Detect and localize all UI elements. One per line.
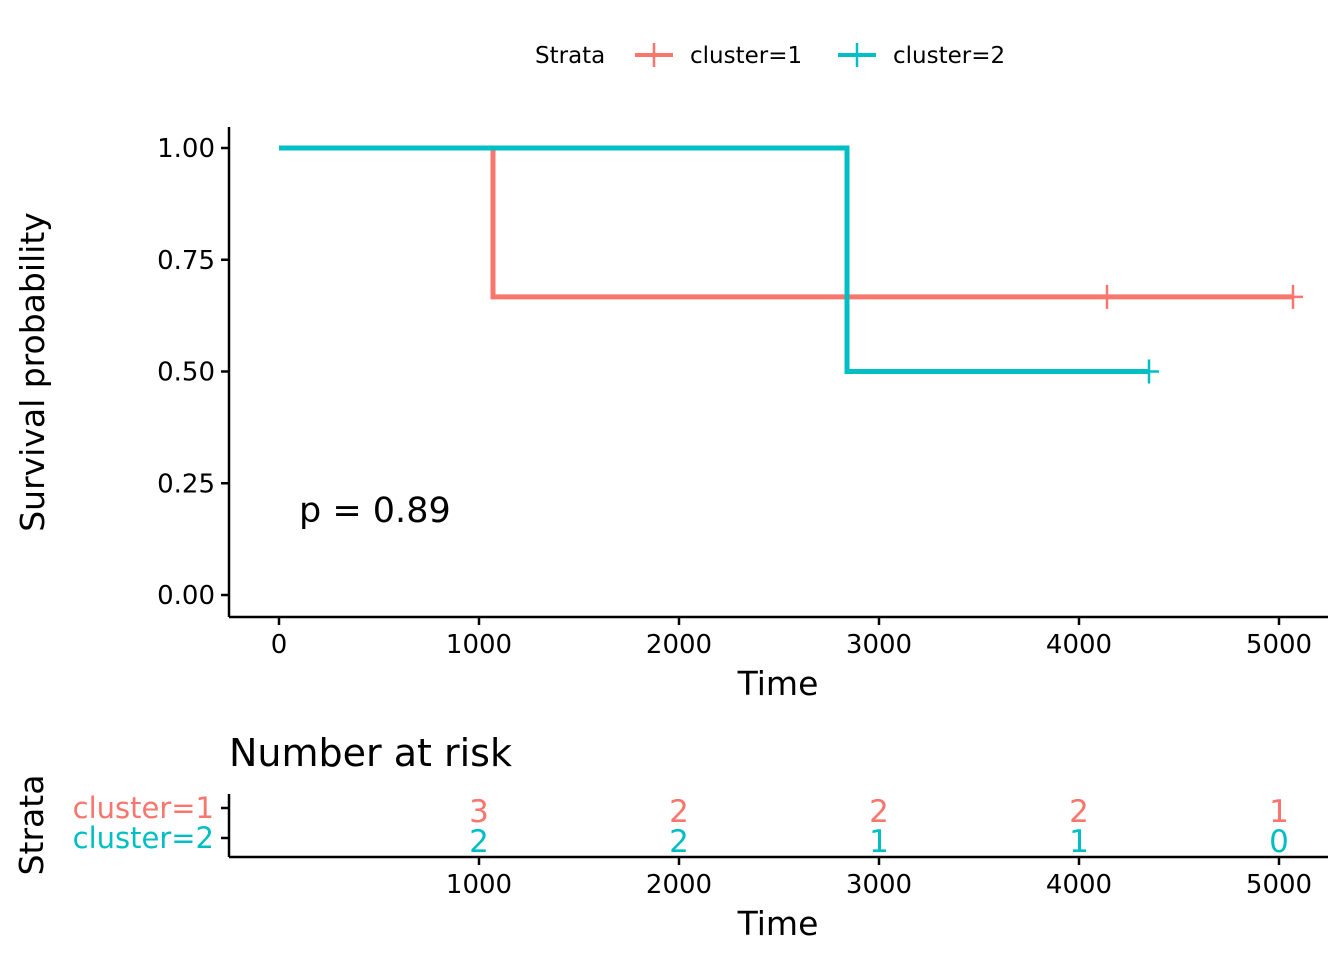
- plot-series-layer: [279, 145, 1303, 384]
- risk-table-title: Number at risk: [229, 731, 512, 775]
- legend-item-cluster-2: cluster=2: [838, 43, 1005, 69]
- x-tick-label: 0: [271, 630, 288, 660]
- risk-x-axis-title: Time: [737, 904, 819, 943]
- risk-table: Number at risk Strata cluster=1 3 2 2 2 1clus…: [12, 731, 1328, 943]
- legend-label: cluster=1: [690, 43, 802, 69]
- risk-count: 1: [1269, 794, 1289, 830]
- risk-x-axis-ticks: 1000 2000 3000 4000 5000: [446, 857, 1312, 900]
- y-tick-label: 1.00: [157, 134, 215, 164]
- censor-mark: [1283, 284, 1303, 309]
- x-tick-label: 4000: [1046, 630, 1112, 660]
- risk-x-tick-label: 2000: [646, 870, 712, 900]
- y-axis-title: Survival probability: [13, 212, 52, 532]
- x-tick-label: 1000: [446, 630, 512, 660]
- risk-count: 2: [469, 824, 489, 860]
- legend-label: cluster=2: [893, 43, 1005, 69]
- risk-x-tick-label: 4000: [1046, 870, 1112, 900]
- legend-title: Strata: [535, 43, 605, 69]
- risk-count: 3: [469, 794, 489, 830]
- y-tick-label: 0.00: [157, 581, 215, 611]
- p-value-annotation: p = 0.89: [299, 491, 451, 531]
- risk-row-cluster-2: cluster=2 2 2 1 1 0: [73, 821, 1289, 860]
- legend-items: cluster=1 cluster=2: [635, 43, 1005, 69]
- risk-x-tick-label: 1000: [446, 870, 512, 900]
- y-tick-label: 0.25: [157, 469, 215, 499]
- censor-mark: [1097, 284, 1117, 309]
- y-axis-ticks: 0.00 0.25 0.50 0.75 1.00: [157, 134, 229, 611]
- risk-count: 1: [869, 824, 889, 860]
- risk-count: 0: [1269, 824, 1289, 860]
- censor-mark: [1139, 359, 1159, 384]
- x-axis-ticks: 0 1000 2000 3000 4000 5000: [271, 617, 1312, 660]
- x-tick-label: 2000: [646, 630, 712, 660]
- risk-count: 1: [1069, 824, 1089, 860]
- x-tick-label: 5000: [1246, 630, 1312, 660]
- series-line-cluster-2: [279, 145, 1149, 374]
- y-tick-label: 0.50: [157, 358, 215, 388]
- risk-count: 2: [869, 794, 889, 830]
- legend-item-cluster-1: cluster=1: [635, 43, 802, 69]
- risk-row-label: cluster=1: [73, 791, 214, 825]
- x-tick-label: 3000: [846, 630, 912, 660]
- risk-count: 2: [1069, 794, 1089, 830]
- risk-x-tick-label: 5000: [1246, 870, 1312, 900]
- series-line-cluster-1: [279, 145, 1293, 300]
- x-axis-title: Time: [737, 664, 819, 703]
- y-tick-label: 0.75: [157, 246, 215, 276]
- risk-x-tick-label: 3000: [846, 870, 912, 900]
- risk-row-label: cluster=2: [73, 821, 214, 855]
- risk-row-cluster-1: cluster=1 3 2 2 2 1: [73, 791, 1289, 830]
- risk-count: 2: [669, 824, 689, 860]
- risk-count: 2: [669, 794, 689, 830]
- legend: Strata cluster=1 cluster=2: [535, 43, 1005, 69]
- risk-table-y-title: Strata: [12, 775, 51, 876]
- survival-plot: 0.00 0.25 0.50 0.75 1.00 0 1000 2000 3000 4000 50…: [13, 127, 1328, 703]
